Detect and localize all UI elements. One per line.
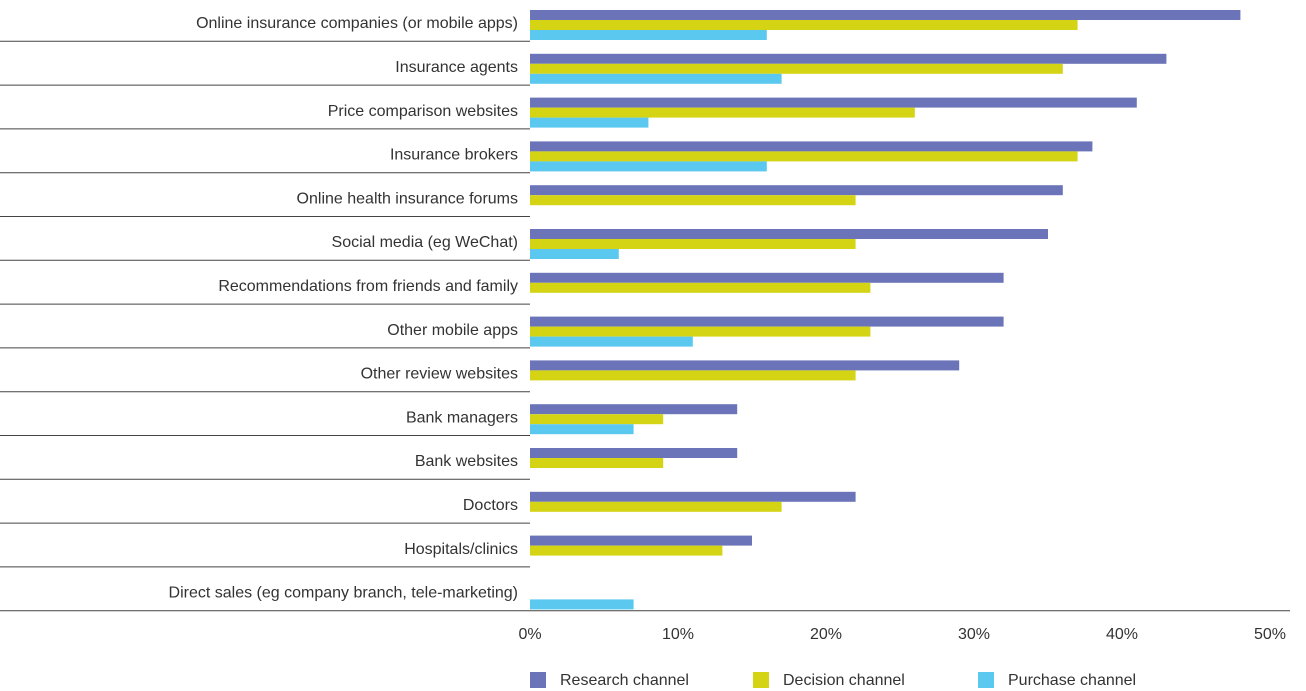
category-label: Hospitals/clinics xyxy=(404,541,518,558)
bar xyxy=(530,73,782,84)
bar xyxy=(530,424,634,435)
bar xyxy=(530,491,856,502)
category-label: Online health insurance forums xyxy=(297,190,518,207)
bar xyxy=(530,458,664,468)
category-label: Direct sales (eg company branch, tele-ma… xyxy=(169,585,518,602)
category-label: Price comparison websites xyxy=(328,103,518,120)
x-tick-label: 30% xyxy=(958,626,990,643)
category-label: Online insurance companies (or mobile ap… xyxy=(196,15,518,32)
bar xyxy=(530,282,871,293)
legend-label: Decision channel xyxy=(783,672,905,689)
x-tick-label: 50% xyxy=(1254,626,1286,643)
x-tick-label: 40% xyxy=(1106,626,1138,643)
category-label: Other mobile apps xyxy=(387,322,518,339)
category-label: Recommendations from friends and family xyxy=(218,278,518,295)
category-label: Bank managers xyxy=(406,409,518,426)
category-label: Insurance agents xyxy=(395,59,518,76)
bar xyxy=(530,414,664,425)
category-label: Doctors xyxy=(463,497,518,514)
bar xyxy=(530,20,1078,30)
bar xyxy=(530,195,856,206)
category-label: Bank websites xyxy=(415,453,518,470)
bar xyxy=(530,30,767,40)
bar xyxy=(530,107,915,118)
bar xyxy=(530,545,723,556)
bar xyxy=(530,316,1004,327)
bar xyxy=(530,151,1078,162)
bar xyxy=(530,448,738,458)
bar xyxy=(530,360,960,371)
bar xyxy=(530,336,693,347)
bar xyxy=(530,10,1241,20)
bar xyxy=(530,141,1093,152)
legend-label: Research channel xyxy=(560,672,689,689)
bar xyxy=(530,370,856,381)
x-tick-label: 20% xyxy=(810,626,842,643)
bar xyxy=(530,535,752,546)
legend-swatch xyxy=(978,672,994,688)
bar xyxy=(530,97,1137,108)
bar xyxy=(530,501,782,512)
x-tick-label: 10% xyxy=(662,626,694,643)
x-tick-label: 0% xyxy=(518,626,541,643)
category-label: Social media (eg WeChat) xyxy=(332,234,518,251)
bar xyxy=(530,239,856,249)
bar xyxy=(530,117,649,128)
category-label: Other review websites xyxy=(361,366,518,383)
legend-swatch xyxy=(753,672,769,688)
bar xyxy=(530,272,1004,283)
legend-swatch xyxy=(530,672,546,688)
bar xyxy=(530,249,619,259)
legend-label: Purchase channel xyxy=(1008,672,1136,689)
bar xyxy=(530,185,1063,196)
bar xyxy=(530,326,871,337)
bar xyxy=(530,229,1048,239)
bar xyxy=(530,53,1167,64)
bar xyxy=(530,161,767,172)
category-label: Insurance brokers xyxy=(390,147,518,164)
bar xyxy=(530,63,1063,74)
bar xyxy=(530,404,738,415)
bar xyxy=(530,599,634,610)
